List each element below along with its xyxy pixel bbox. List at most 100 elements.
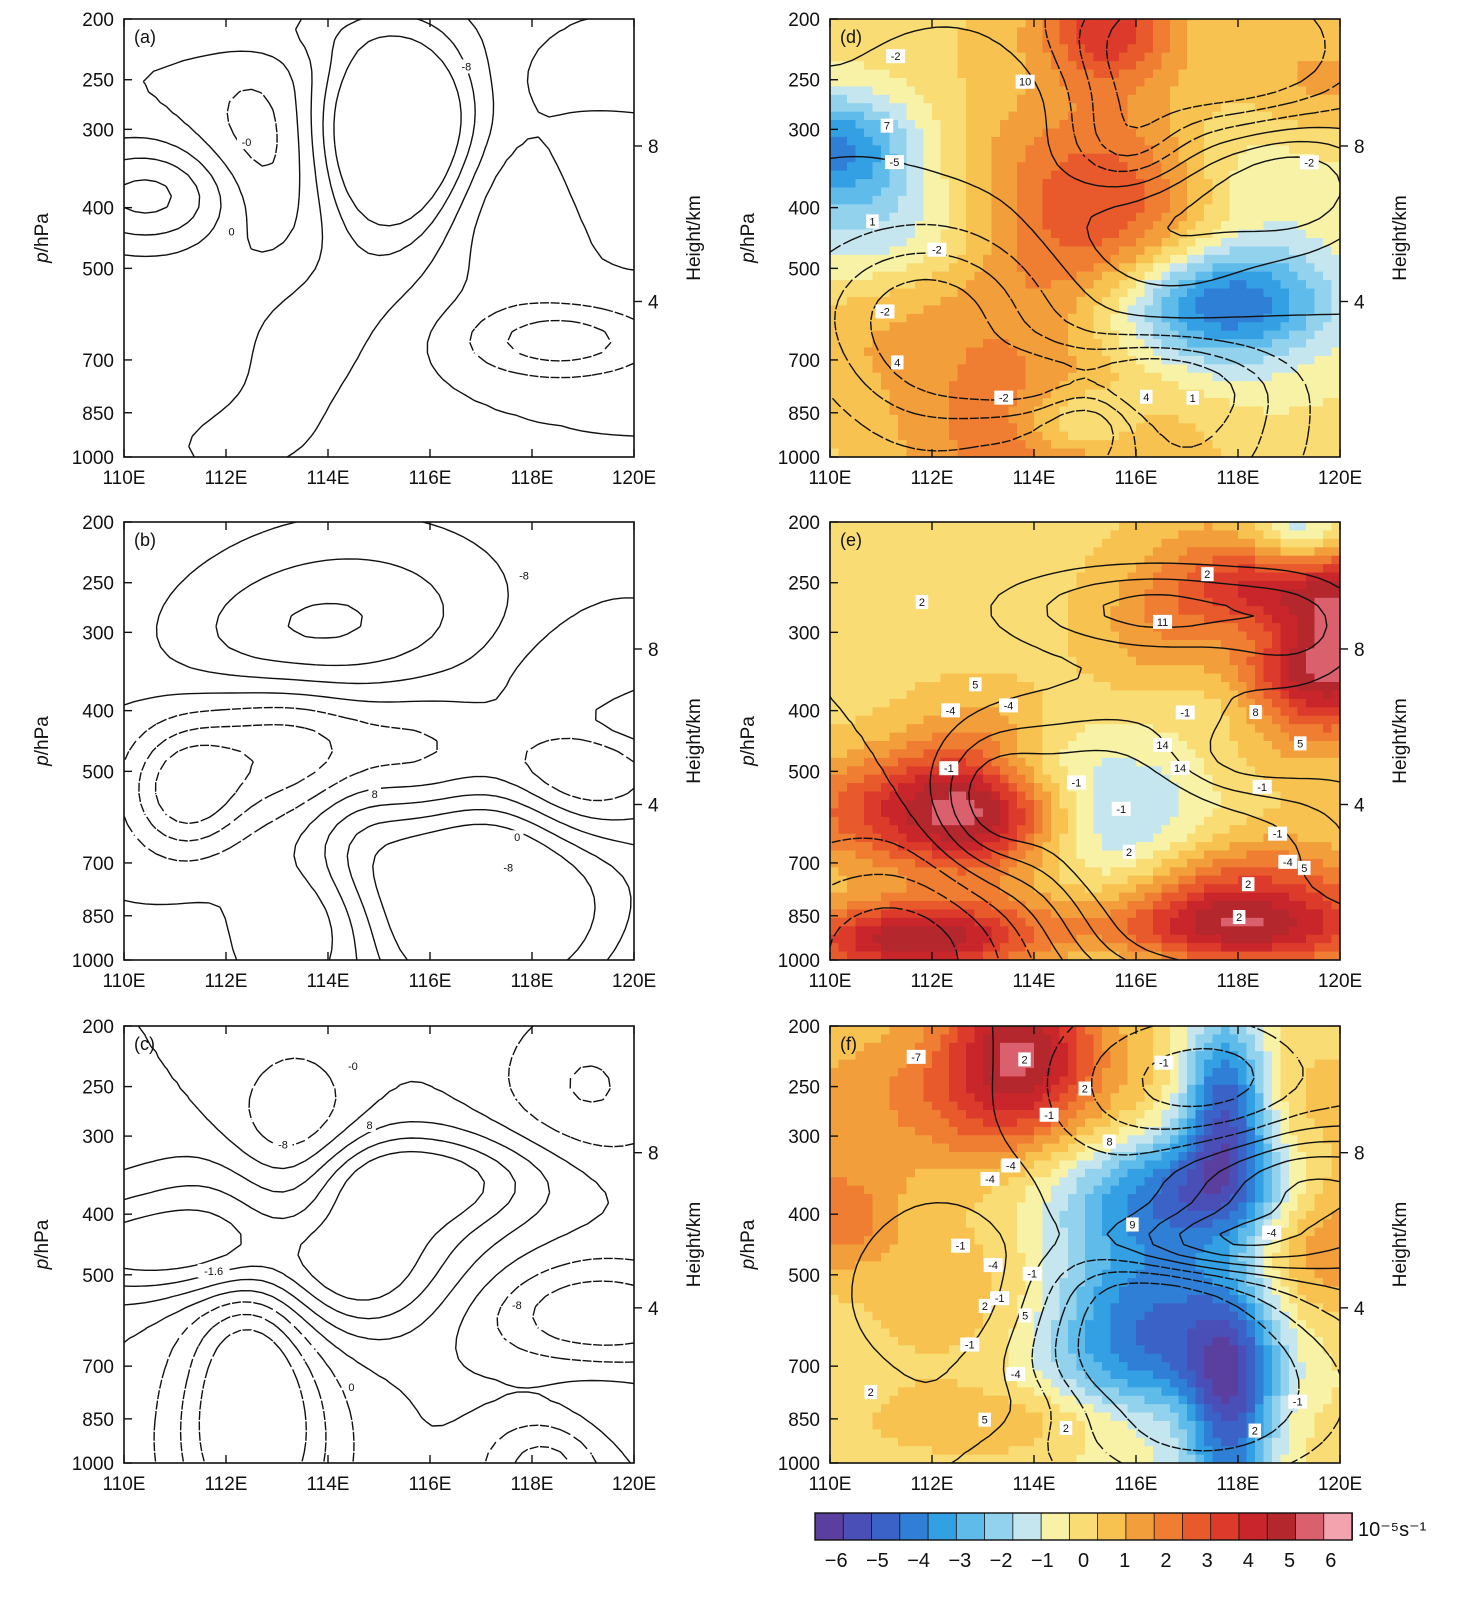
contour-label: -1	[939, 761, 959, 776]
colorbar-frame	[814, 1512, 1353, 1541]
contour-level	[830, 837, 1033, 960]
contour-label-bg	[1126, 1217, 1139, 1232]
x-tick-label: 114E	[307, 468, 350, 489]
x-tick-label: 116E	[409, 971, 452, 992]
x-axis: 110E 112E 114E 116E 118E 120E	[809, 522, 1362, 992]
y-tick-label: 300	[82, 623, 114, 644]
y-axis-left: 200 250 300 400 500 700 850 1000	[778, 1017, 838, 1475]
colorbar-cell	[1238, 1512, 1269, 1541]
contour-label-text: 8	[372, 789, 378, 801]
contour-label-text: -8	[462, 61, 472, 73]
x-tick-label: 112E	[205, 1474, 248, 1495]
panel-f: -4-4-189-4-12552222-1-4-1-4-7-1-12-1(f)1…	[738, 1017, 1411, 1495]
contour-label-bg	[1252, 779, 1272, 794]
panel-c: -0 0 -8 8 -8 -1.6 (c) 110E 112E 114E 116E 118E 120E 2…	[32, 1017, 705, 1495]
contour-label-text: -7	[911, 1052, 921, 1064]
colorbar-tick-label: 2	[1160, 1550, 1171, 1572]
contour-label-bg	[1299, 155, 1319, 170]
contour-label: -8	[498, 860, 518, 875]
y-axis-title: p/hPa	[738, 213, 759, 264]
contour-lines	[124, 522, 634, 960]
y-tick-label: 500	[82, 762, 114, 783]
contour-label-bg	[1293, 736, 1307, 751]
contour-label-bg	[363, 1117, 376, 1132]
y-axis-title: p/hPa	[32, 213, 53, 264]
x-tick-label: 116E	[1115, 468, 1158, 489]
panel-label: (f)	[840, 1034, 857, 1054]
height-axis-title: Height/km	[1390, 195, 1411, 281]
contour-label: -1	[1288, 1394, 1308, 1409]
height-tick-label: 8	[648, 137, 659, 158]
x-axis: 110E 112E 114E 116E 118E 120E	[809, 19, 1362, 489]
contour-label-text: -8	[278, 1140, 288, 1152]
x-tick-label: 120E	[1318, 468, 1362, 489]
x-tick-label: 116E	[1115, 971, 1158, 992]
contour-label-bg	[507, 1298, 527, 1313]
contour-label-bg	[1103, 1134, 1116, 1149]
contour-label-bg	[1278, 854, 1298, 869]
contour-level	[142, 19, 634, 437]
y-axis-right: 48	[634, 1144, 659, 1320]
colorbar-cell	[984, 1512, 1014, 1541]
contour-label: 1	[1186, 390, 1199, 405]
contour-label-bg	[1140, 389, 1153, 404]
y-tick-label: 300	[82, 120, 114, 141]
contour-level	[124, 1121, 551, 1341]
contour-label-bg	[1039, 1107, 1059, 1122]
contour-label-bg	[1268, 826, 1288, 841]
contour-label-bg	[886, 49, 906, 64]
contour-label-text: -1	[1044, 1110, 1054, 1122]
plot-frame	[829, 1025, 1341, 1464]
contour-label: 2	[864, 1385, 877, 1400]
contour-level	[215, 558, 632, 960]
x-tick-label: 114E	[307, 971, 350, 992]
contour-label-text: 0	[229, 226, 235, 238]
contour-label-bg	[1201, 567, 1214, 582]
contour-label-text: 1	[1190, 393, 1196, 405]
contour-label: 8	[363, 1117, 376, 1132]
contour-label-bg	[875, 304, 895, 319]
contour-label: 0	[345, 1380, 358, 1395]
y-axis-left: 200 250 300 400 500 700 850 1000	[72, 10, 132, 469]
contour-label-text: 8	[367, 1120, 373, 1132]
height-axis-title: Height/km	[684, 1202, 705, 1288]
x-tick-label: 120E	[612, 1474, 656, 1495]
contour-label-text: -4	[1006, 1160, 1016, 1172]
contour-label-bg	[940, 703, 960, 718]
contour-label-bg	[1022, 1266, 1042, 1281]
contour-label-text: 5	[1022, 1310, 1028, 1322]
contour-label-bg	[998, 698, 1018, 713]
contour-level	[287, 602, 596, 960]
y-tick-label: 700	[82, 1357, 114, 1378]
x-tick-label: 110E	[809, 1474, 852, 1495]
contour-label-text: 2	[1236, 912, 1242, 924]
contour-label: -2	[875, 304, 895, 319]
y-tick-label: 200	[82, 10, 114, 31]
contour-label-text: 5	[972, 679, 978, 691]
colorbar-tick-label: −4	[907, 1550, 930, 1572]
height-tick-label: 8	[648, 1144, 659, 1165]
panel-label: (a)	[134, 27, 156, 47]
y-axis-right: 48	[1340, 640, 1365, 816]
contour-label: 4	[891, 355, 904, 370]
contour-label-text: -8	[503, 863, 513, 875]
height-tick-label: 8	[1354, 1144, 1365, 1165]
y-tick-label: 1000	[778, 448, 820, 469]
contour-label-bg	[906, 1049, 926, 1064]
colorbar-cell	[1266, 1512, 1297, 1541]
contour-level	[830, 696, 1064, 960]
contour-label-bg	[978, 1298, 992, 1313]
x-tick-label: 112E	[205, 468, 248, 489]
contour-label-text: 0	[348, 1382, 354, 1394]
contour-label-bg	[1232, 910, 1246, 925]
y-tick-label: 700	[788, 351, 820, 372]
contour-level	[155, 522, 634, 960]
colorbar-cell	[1153, 1512, 1184, 1541]
contour-label: 2	[1122, 844, 1136, 859]
contour-level	[869, 19, 1326, 448]
panels-group: 0-0-8(a)110E 112E 114E 116E 118E 120E20025030…	[32, 10, 1411, 1495]
y-axis-right: 48	[1340, 1144, 1365, 1320]
contour-label: 9	[1126, 1217, 1139, 1232]
